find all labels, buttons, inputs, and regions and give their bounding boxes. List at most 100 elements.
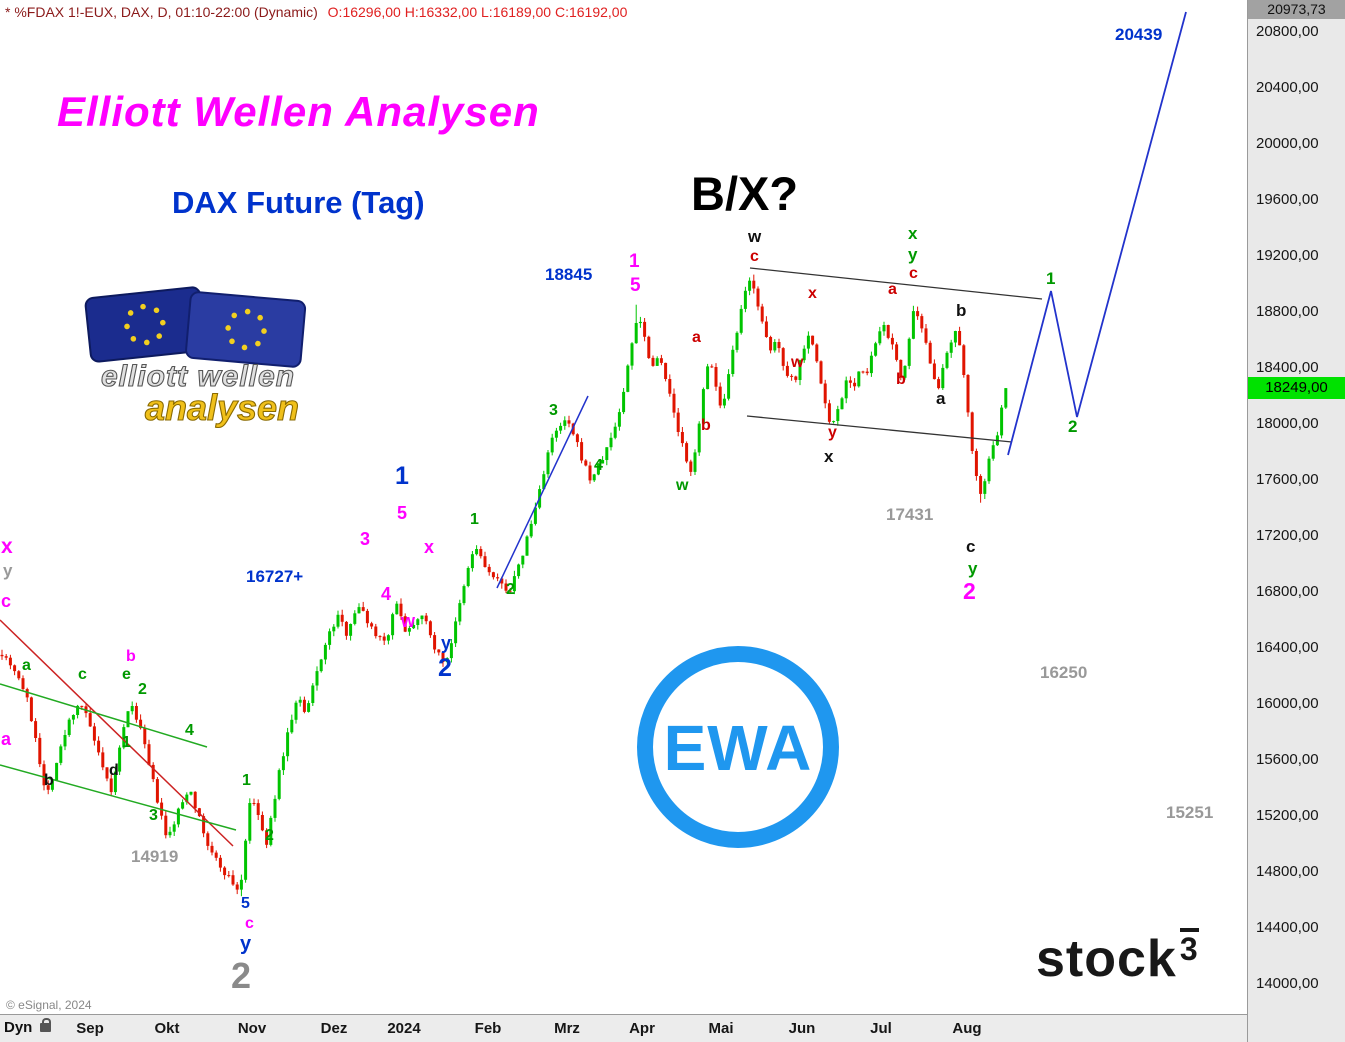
wave-label: w bbox=[791, 354, 804, 371]
price-tick-label: 20000,00 bbox=[1256, 135, 1319, 152]
month-tick-label: Sep bbox=[76, 1020, 104, 1037]
symbol-info: * %FDAX 1!-EUX, DAX, D, 01:10-22:00 (Dyn… bbox=[5, 4, 318, 20]
wave-label: 4 bbox=[594, 457, 603, 474]
wave-label: b bbox=[956, 301, 967, 320]
wave-label: b bbox=[44, 772, 54, 789]
price-tick-label: 19600,00 bbox=[1256, 191, 1319, 208]
wave-label: 1 bbox=[470, 511, 479, 528]
month-tick-label: 2024 bbox=[387, 1020, 421, 1037]
price-tick-label: 16800,00 bbox=[1256, 583, 1319, 600]
month-tick-label: Mrz bbox=[554, 1020, 580, 1037]
price-tick-label: 17600,00 bbox=[1256, 471, 1319, 488]
wave-label: a bbox=[936, 389, 946, 408]
symbol-info-bar: * %FDAX 1!-EUX, DAX, D, 01:10-22:00 (Dyn… bbox=[5, 4, 627, 20]
wave-label: 1 bbox=[122, 734, 131, 751]
lock-icon[interactable] bbox=[40, 1018, 52, 1032]
month-tick-label: Mai bbox=[708, 1020, 734, 1037]
wave-label: 1 bbox=[1046, 269, 1056, 288]
wave-label: c bbox=[1, 591, 12, 611]
price-axis[interactable]: 20973,73 18249,00 20800,00 20400,00 20000,… bbox=[1247, 0, 1345, 1042]
price-tick-label: 15200,00 bbox=[1256, 807, 1319, 824]
wave-label: b bbox=[701, 417, 711, 434]
month-tick-label: Aug bbox=[952, 1020, 982, 1037]
wave-label: a bbox=[692, 329, 701, 346]
wave-label: x bbox=[824, 447, 834, 466]
wave-label: w bbox=[676, 477, 689, 494]
month-tick-label: Okt bbox=[154, 1020, 180, 1037]
eu-flag-left bbox=[84, 286, 207, 363]
wave-label: 5 bbox=[630, 275, 641, 296]
wave-label: 2 bbox=[231, 955, 252, 996]
wave-label: c bbox=[750, 248, 759, 265]
price-annotation: 14919 bbox=[131, 847, 179, 866]
wave-label: 1 bbox=[395, 462, 409, 490]
price-tick-label: 18800,00 bbox=[1256, 303, 1319, 320]
wave-label: y bbox=[240, 933, 252, 955]
wave-label: y bbox=[3, 561, 13, 580]
wave-label: 2 bbox=[1068, 417, 1078, 436]
logo-text-line1: elliott wellen bbox=[101, 360, 295, 393]
wave-label: 3 bbox=[149, 807, 158, 824]
wave-label: y bbox=[828, 424, 837, 441]
price-tick-label: 18000,00 bbox=[1256, 415, 1319, 432]
wave-label: d bbox=[109, 762, 119, 779]
wave-label: b bbox=[126, 648, 136, 665]
wave-label: y bbox=[908, 245, 918, 264]
wave-label: x bbox=[808, 285, 817, 302]
chart-canvas[interactable]: * %FDAX 1!-EUX, DAX, D, 01:10-22:00 (Dyn… bbox=[0, 0, 1247, 1014]
eu-flag-right bbox=[185, 291, 307, 368]
month-tick-label: Nov bbox=[237, 1020, 267, 1037]
price-tick-label: 16000,00 bbox=[1256, 695, 1319, 712]
wave-label: e bbox=[122, 666, 131, 683]
axis-mode-label[interactable]: Dyn bbox=[4, 1018, 52, 1036]
wave-label: 2 bbox=[506, 581, 515, 598]
wave-label: 4 bbox=[185, 722, 194, 739]
stock3-logo: stock3 bbox=[1036, 928, 1199, 989]
wave-label: 1 bbox=[629, 251, 640, 272]
price-annotation: 15251 bbox=[1166, 803, 1214, 822]
wave-label: 1 bbox=[242, 772, 251, 789]
wave-label: y bbox=[441, 633, 452, 653]
page-title: Elliott Wellen Analysen bbox=[57, 88, 540, 135]
ewa-logo: EWA bbox=[637, 646, 839, 848]
wave-label: a bbox=[888, 281, 897, 298]
wave-label: 5 bbox=[241, 895, 250, 912]
price-annotation: 16250 bbox=[1040, 663, 1088, 682]
wave-label: b bbox=[896, 371, 906, 388]
elliott-wellen-analysen-logo: elliott wellen analysen bbox=[84, 286, 307, 428]
wave-label: 3 bbox=[549, 402, 558, 419]
month-tick-label: Feb bbox=[474, 1020, 502, 1037]
month-tick-label: Jul bbox=[870, 1020, 892, 1037]
wave-label: a bbox=[22, 657, 31, 674]
wave-label: 2 bbox=[138, 681, 147, 698]
ohlc-values: O:16296,00 H:16332,00 L:16189,00 C:16192… bbox=[327, 4, 628, 20]
ewa-ring bbox=[637, 646, 839, 848]
wave-label: c bbox=[909, 265, 918, 282]
wave-label: w bbox=[401, 611, 416, 631]
price-tick-label: 18400,00 bbox=[1256, 359, 1319, 376]
logo-text-line2: analysen bbox=[145, 387, 299, 428]
price-tick-label: 15600,00 bbox=[1256, 751, 1319, 768]
month-tick-label: Apr bbox=[629, 1020, 655, 1037]
wave-label: 2 bbox=[438, 654, 452, 682]
wave-label: 3 bbox=[360, 529, 371, 549]
wave-label: c bbox=[245, 915, 254, 932]
price-tick-label: 17200,00 bbox=[1256, 527, 1319, 544]
stock3-cube-3: 3 bbox=[1179, 928, 1199, 965]
wave-label: 4 bbox=[381, 584, 392, 604]
indicator-value-badge: 20973,73 bbox=[1248, 0, 1345, 19]
wave-label: 2 bbox=[265, 827, 274, 844]
price-tick-label: 14400,00 bbox=[1256, 919, 1319, 936]
price-tick-label: 16400,00 bbox=[1256, 639, 1319, 656]
scenario-label: B/X? bbox=[691, 167, 799, 220]
month-tick-label: Jun bbox=[788, 1020, 816, 1037]
time-axis[interactable]: Dyn Sep Okt Nov Dez 2024 Feb Mrz Apr Mai Jun Jul Au… bbox=[0, 1014, 1247, 1042]
wave-label: c bbox=[78, 666, 87, 683]
wave-label: x bbox=[908, 224, 918, 243]
wave-label: y bbox=[968, 559, 978, 578]
wave-label: x bbox=[1, 535, 13, 558]
price-tick-label: 20400,00 bbox=[1256, 79, 1319, 96]
stock3-text: stock bbox=[1036, 930, 1177, 988]
price-annotation: 17431 bbox=[886, 505, 934, 524]
month-tick-label: Dez bbox=[320, 1020, 348, 1037]
